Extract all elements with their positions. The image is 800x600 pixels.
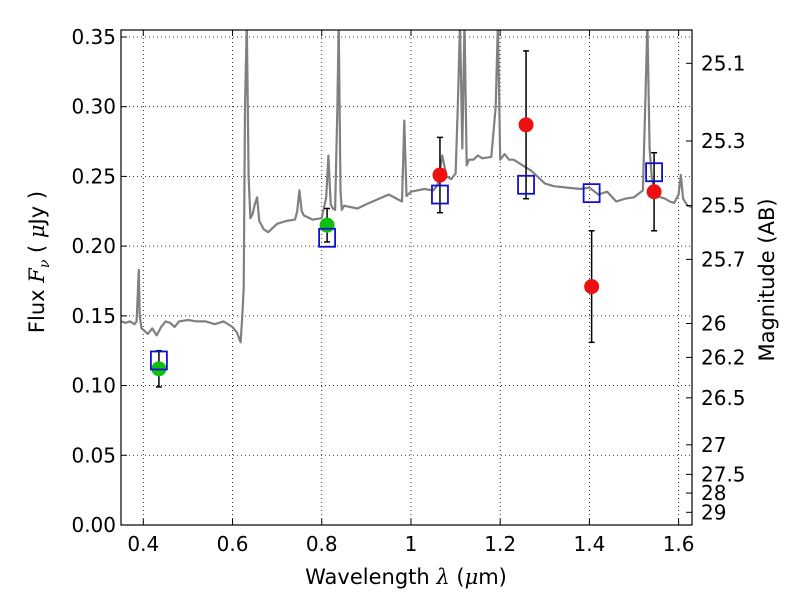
magnitude-tick-label: 28 xyxy=(701,481,726,505)
grid-lines xyxy=(121,30,692,526)
data-points-layer xyxy=(150,50,663,388)
y-tick-label: 0.35 xyxy=(71,25,116,49)
x-tick-label: 0.4 xyxy=(127,532,159,556)
y-tick-label: 0.30 xyxy=(71,95,116,119)
magnitude-axis-label: Magnitude (AB) xyxy=(755,198,779,361)
spectrum-line xyxy=(121,30,692,344)
red-data-point xyxy=(646,184,662,200)
red-data-point xyxy=(432,167,448,183)
red-data-point xyxy=(518,117,534,133)
y-tick-label: 0.05 xyxy=(71,443,116,467)
x-tick-label: 1.2 xyxy=(484,532,516,556)
y-tick-label: 0.20 xyxy=(71,234,116,258)
model-square-point xyxy=(645,162,663,183)
magnitude-tick-label: 29 xyxy=(701,500,726,524)
y-tick-label: 0.15 xyxy=(71,304,116,328)
x-tick-labels: 0.4 0.6 0.8 1 1.2 1.4 1.6 xyxy=(127,532,694,556)
magnitude-tick-label: 26.2 xyxy=(701,345,746,369)
x-tick-label: 1 xyxy=(405,532,418,556)
magnitude-tick-label: 27 xyxy=(701,433,726,457)
magnitude-tick-label: 27.5 xyxy=(701,462,746,486)
model-square-point xyxy=(318,227,336,248)
magnitude-tick-label: 26 xyxy=(701,312,726,336)
model-square-point xyxy=(517,174,535,195)
y-axis-label: Flux Fν ( μJy ) xyxy=(25,191,53,333)
x-axis-label: Wavelength λ (μm) xyxy=(305,565,507,589)
x-tick-label: 0.6 xyxy=(217,532,249,556)
magnitude-tick-label: 25.1 xyxy=(701,51,746,75)
green-data-point xyxy=(319,217,335,233)
spectrum-layer xyxy=(121,30,692,344)
red-data-point xyxy=(584,279,600,295)
magnitude-tick-label: 26.5 xyxy=(701,386,746,410)
magnitude-tick-label: 25.3 xyxy=(701,129,746,153)
y-tick-label: 0.10 xyxy=(71,374,116,398)
plot-frame xyxy=(120,29,693,526)
x-tick-label: 1.4 xyxy=(573,532,605,556)
y-tick-label: 0.00 xyxy=(71,513,116,537)
x-tick-label: 1.6 xyxy=(663,532,695,556)
magnitude-tick-label: 25.5 xyxy=(701,194,746,218)
model-square-point xyxy=(582,183,601,204)
model-square-point xyxy=(150,350,168,371)
tick-marks xyxy=(121,30,692,526)
y-tick-label: 0.25 xyxy=(71,164,116,188)
model-square-point xyxy=(431,184,449,205)
y-tick-labels: 0.00 0.05 0.10 0.15 0.20 0.25 0.30 0.35 xyxy=(71,25,116,537)
x-tick-label: 0.8 xyxy=(306,532,338,556)
magnitude-tick-label: 25.7 xyxy=(701,247,746,271)
